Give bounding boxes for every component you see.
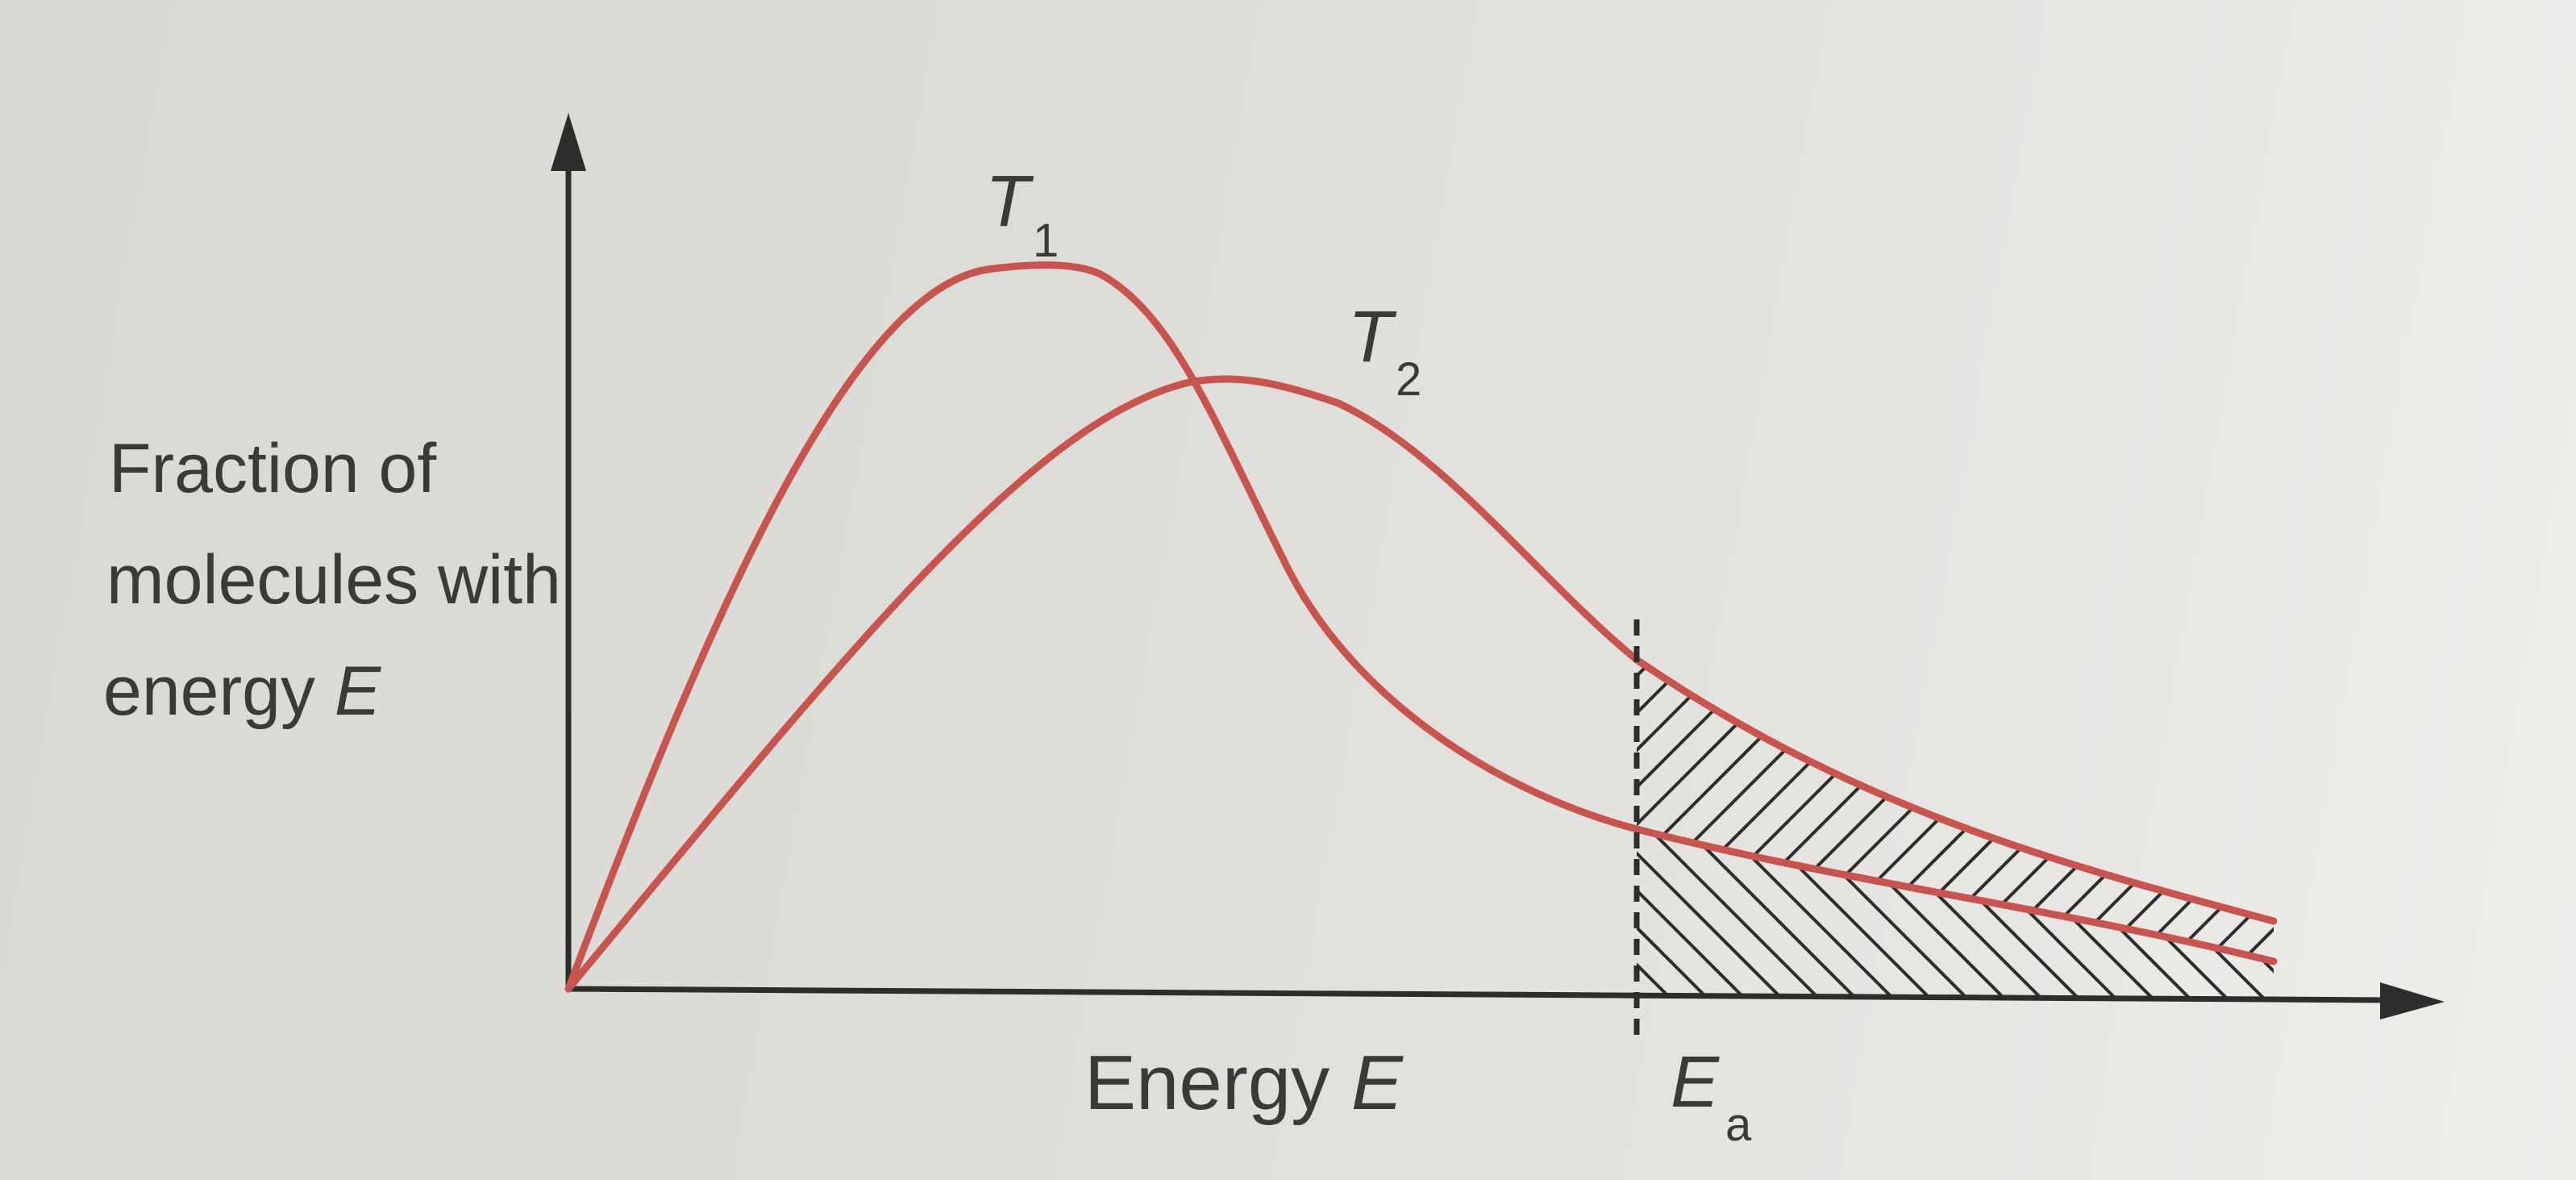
x-axis-arrowhead-icon [2380, 982, 2445, 1019]
hatch-line [1153, 629, 1572, 1049]
hatch-line [2153, 829, 2274, 999]
hatch-line [1079, 629, 1498, 1049]
x-axis [565, 986, 2395, 1003]
hatch-line [1005, 629, 1424, 1049]
hatch-line [968, 629, 1387, 1049]
hatch-line [2377, 629, 2576, 1049]
hatch-line [1042, 629, 1461, 1049]
hatch-line [1637, 829, 1871, 999]
curve-label-t1-sub: 1 [1033, 215, 1059, 267]
hatch-line [2079, 829, 2274, 999]
hatch-line [1005, 629, 1424, 1049]
hatch-line [1637, 660, 1685, 961]
hatch-line [1637, 660, 1648, 961]
y-axis-label-line-3: energy E [103, 653, 382, 730]
hatch-line [2340, 629, 2576, 1049]
hatch-line [2414, 629, 2576, 1049]
hatch-line [1079, 629, 1498, 1049]
curve-label-t2: T2 [1348, 297, 1421, 406]
hatch-line [2227, 660, 2274, 961]
hatch-line [1637, 829, 1796, 999]
hatch-line [2525, 629, 2576, 1049]
hatch-line [968, 629, 1387, 1049]
hatch-line [1116, 629, 1535, 1049]
y-axis-label-line-1: Fraction of [109, 430, 437, 507]
hatch-region-t2-only [968, 629, 2576, 1049]
hatch-line [2451, 629, 2576, 1049]
hatch-line [2303, 629, 2576, 1049]
hatch-line [1042, 629, 1461, 1049]
hatch-line [1637, 660, 1722, 961]
curve-label-t2-var: T [1348, 297, 1397, 377]
hatch-line [2562, 629, 2576, 1049]
hatch-line [2079, 660, 2274, 961]
curve-label-t2-sub: 2 [1396, 353, 1421, 406]
hatch-line [2116, 829, 2274, 999]
hatch-line [1637, 829, 1722, 999]
curve-t2 [564, 375, 2278, 993]
hatch-line [2451, 629, 2576, 1049]
hatch-line [2377, 629, 2576, 1049]
hatch-line [1153, 629, 1572, 1049]
hatch-line [2414, 629, 2576, 1049]
y-axis-label-line-2: molecules with [106, 541, 561, 619]
hatch-line [2264, 829, 2274, 999]
hatch-line [2227, 829, 2274, 999]
hatch-line [2116, 660, 2274, 961]
hatch-line [1116, 629, 1535, 1049]
hatch-line [1637, 829, 1648, 999]
curve-t1 [564, 261, 2278, 993]
hatch-line [2562, 629, 2576, 1049]
activation-energy-var: E [1671, 1042, 1720, 1123]
activation-energy-label: Ea [1671, 1042, 1752, 1151]
hatch-line [2264, 660, 2274, 961]
y-axis-label-text: energy [103, 653, 335, 730]
x-axis-label-var: E [1351, 1040, 1404, 1126]
hatch-line [2488, 629, 2576, 1049]
hatch-line [1637, 660, 1759, 961]
y-axis-label-var: E [335, 653, 382, 730]
y-axis-arrowhead-icon [551, 113, 586, 171]
hatch-line [2525, 629, 2576, 1049]
x-axis-label: Energy E [1084, 1040, 1404, 1126]
hatch-line [2488, 629, 2576, 1049]
activation-energy-sub: a [1725, 1099, 1752, 1151]
hatch-line [1637, 829, 1759, 999]
hatch-line [1637, 829, 1685, 999]
hatch-line [2340, 629, 2576, 1049]
hatch-line [1190, 629, 1609, 1049]
hatch-line [1637, 829, 1833, 999]
curve-label-t1-var: T [985, 161, 1034, 242]
curve-label-t1: T1 [985, 161, 1059, 267]
x-axis-label-text: Energy [1084, 1040, 1351, 1126]
hatch-line [2303, 629, 2576, 1049]
hatch-line [1190, 629, 1609, 1049]
hatch-line [2153, 660, 2274, 961]
